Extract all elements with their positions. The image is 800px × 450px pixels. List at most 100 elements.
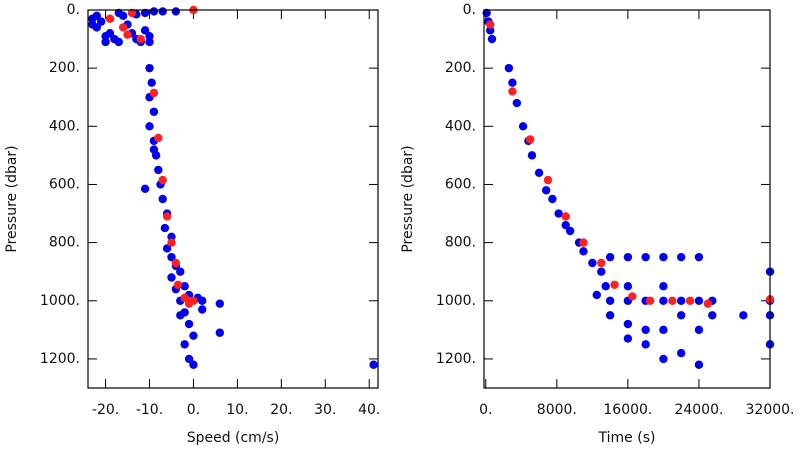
point	[694, 252, 704, 262]
plot-frame	[87, 9, 379, 389]
point	[92, 23, 101, 32]
point	[708, 311, 717, 320]
point	[149, 107, 159, 116]
point	[623, 334, 633, 343]
point	[176, 311, 185, 320]
point	[160, 223, 170, 233]
point	[154, 133, 163, 143]
point	[486, 20, 495, 29]
point	[140, 26, 150, 35]
point	[173, 280, 183, 289]
y-axis-title: Pressure (dbar)	[4, 145, 20, 252]
point	[512, 98, 522, 108]
point	[659, 296, 668, 305]
point	[659, 325, 668, 335]
point	[180, 340, 189, 349]
point	[592, 290, 602, 300]
point	[605, 252, 615, 262]
point	[676, 296, 686, 305]
x-tick-label: 0.	[187, 402, 200, 418]
point	[180, 282, 189, 291]
point	[645, 296, 655, 305]
x-tick-label: 32000.	[746, 402, 795, 418]
point	[641, 325, 650, 335]
y-tick-label: 800.	[49, 235, 80, 251]
point	[628, 292, 637, 301]
point	[184, 299, 194, 308]
point	[105, 14, 115, 23]
point	[605, 296, 615, 305]
plot-frame	[483, 9, 771, 389]
y-tick-label: 0.	[463, 2, 476, 18]
y-tick-label: 1000.	[436, 293, 476, 309]
point	[140, 184, 150, 194]
point	[105, 29, 115, 38]
point	[92, 11, 101, 21]
point	[158, 7, 167, 16]
point	[527, 151, 537, 160]
point	[167, 232, 176, 241]
point	[184, 354, 194, 364]
point	[579, 238, 588, 247]
point	[623, 319, 633, 329]
point	[147, 78, 156, 87]
x-tick-label: 0.	[479, 402, 492, 418]
x-tick-label: 30.	[314, 402, 336, 418]
x-tick-label: 16000.	[603, 402, 652, 418]
point	[167, 273, 176, 282]
point	[641, 252, 650, 262]
point	[659, 354, 668, 364]
point	[171, 258, 181, 268]
point	[171, 7, 181, 16]
point	[541, 186, 551, 195]
point	[140, 8, 150, 18]
point	[114, 37, 123, 47]
point	[189, 331, 198, 340]
y-tick-label: 1000.	[40, 293, 80, 309]
point	[605, 311, 615, 320]
x-axis-title: Time (s)	[598, 430, 656, 446]
point	[127, 8, 137, 18]
point	[198, 305, 207, 314]
point	[565, 226, 575, 236]
point	[597, 258, 606, 268]
y-tick-label: 200.	[445, 60, 476, 76]
point	[145, 122, 154, 131]
x-tick-label: 24000.	[674, 402, 723, 418]
point	[676, 252, 686, 262]
y-tick-label: 600.	[445, 176, 476, 192]
point	[504, 63, 514, 73]
point	[118, 23, 128, 32]
y-axis-title: Pressure (dbar)	[400, 145, 416, 252]
x-tick-label: 20.	[270, 402, 292, 418]
x-axis-title: Speed (cm/s)	[187, 430, 280, 446]
point	[162, 212, 172, 221]
point	[561, 220, 570, 230]
point	[694, 296, 704, 305]
point	[623, 252, 633, 262]
point	[162, 244, 172, 253]
point	[158, 175, 167, 185]
y-tick-label: 400.	[49, 118, 80, 134]
point	[369, 360, 378, 369]
y-tick-label: 600.	[49, 176, 80, 192]
y-tick-label: 1200.	[40, 351, 80, 367]
point	[215, 299, 225, 308]
point	[623, 282, 633, 291]
point	[215, 328, 225, 337]
point	[508, 78, 517, 87]
x-tick-label: 8000.	[537, 402, 577, 418]
point	[685, 296, 695, 305]
point	[579, 247, 588, 256]
y-tick-label: 800.	[445, 235, 476, 251]
point	[114, 8, 123, 18]
point	[518, 122, 528, 131]
point	[101, 37, 110, 47]
point	[659, 252, 668, 262]
point	[145, 63, 154, 73]
point	[543, 175, 553, 185]
point	[597, 267, 606, 276]
point	[525, 135, 535, 144]
point	[508, 87, 517, 96]
